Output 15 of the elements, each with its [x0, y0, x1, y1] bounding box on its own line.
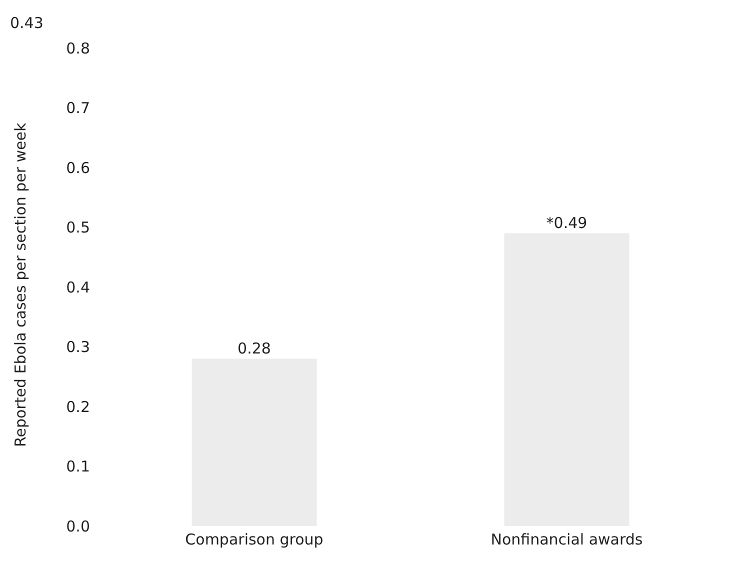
- text: 0.43: [10, 14, 44, 32]
- y-tick-label: 0.7: [66, 99, 90, 118]
- y-tick-label: 0.4: [66, 278, 90, 296]
- y-tick-label: 0.3: [66, 338, 90, 356]
- x-tick-label: Comparison group: [185, 530, 324, 549]
- y-tick-label: 0.2: [66, 398, 90, 416]
- data-label: *0.49: [546, 214, 588, 232]
- y-tick-label: 0.8: [66, 39, 90, 58]
- y-tick-label: 0.0: [66, 517, 90, 536]
- x-tick-label: Nonfinancial awards: [490, 530, 643, 549]
- data-label: 0.28: [238, 340, 271, 358]
- y-tick-label: 0.5: [66, 218, 90, 237]
- y-axis-title: Reported Ebola cases per section per week: [11, 122, 30, 447]
- y-tick-label: 0.1: [66, 458, 90, 476]
- y-tick-label: 0.6: [66, 158, 90, 177]
